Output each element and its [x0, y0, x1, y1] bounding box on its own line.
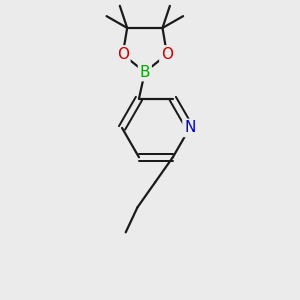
Text: O: O	[117, 47, 129, 62]
Text: B: B	[140, 64, 150, 80]
Text: N: N	[184, 120, 195, 135]
Text: O: O	[161, 47, 173, 62]
